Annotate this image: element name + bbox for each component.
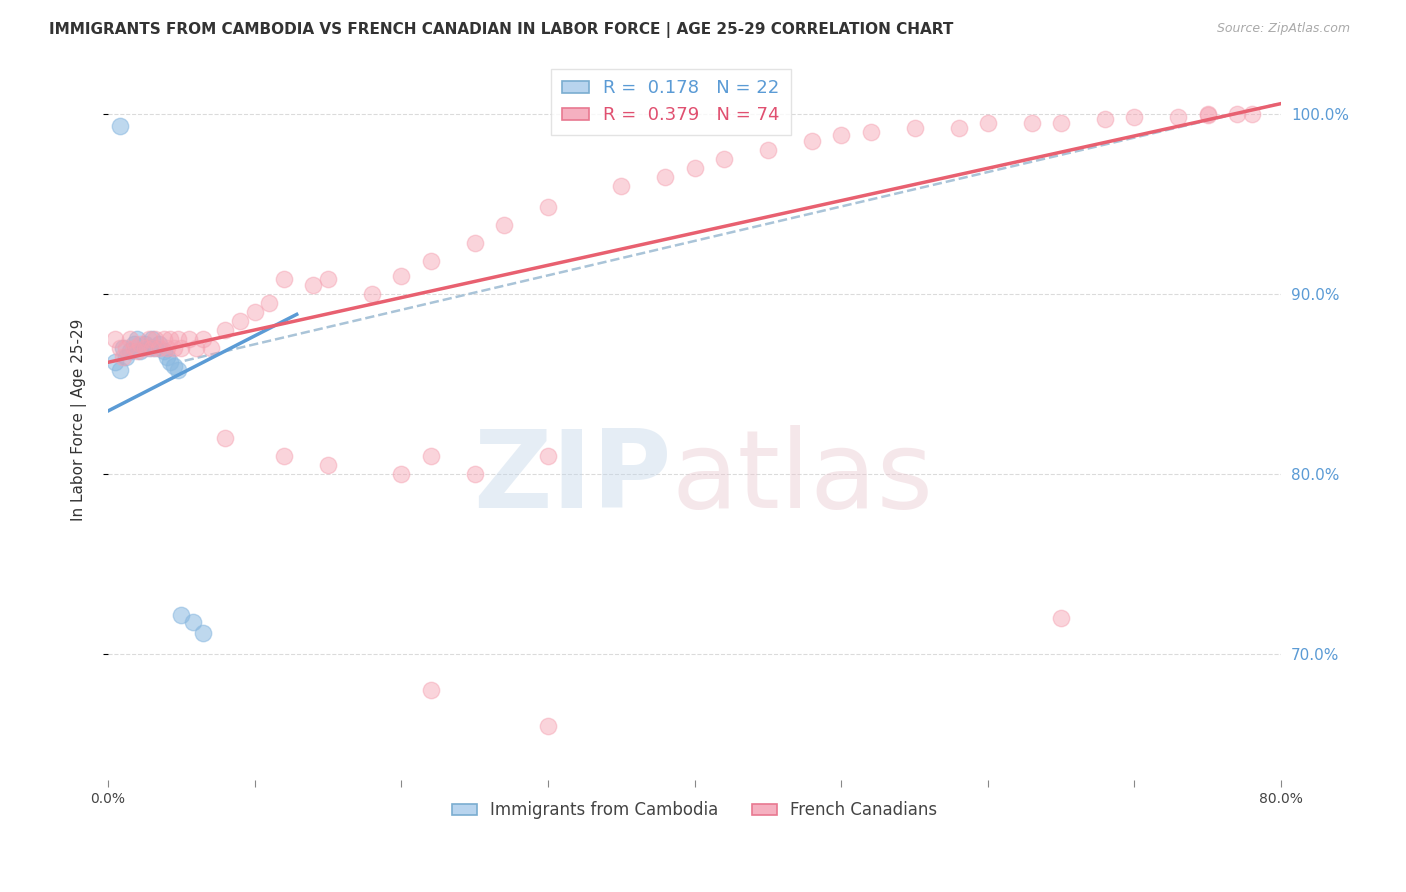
Point [124,337,146,351]
Point [134,341,156,355]
Point [1197,106,1219,120]
Point [170,341,193,355]
Point [111,350,134,364]
Point [464,467,486,481]
Text: IMMIGRANTS FROM CAMBODIA VS FRENCH CANADIAN IN LABOR FORCE | AGE 25-29 CORRELATI: IMMIGRANTS FROM CAMBODIA VS FRENCH CANAD… [49,22,953,38]
Point [243,305,266,319]
Point [537,200,560,214]
Point [108,362,131,376]
Point [683,161,706,175]
Point [156,341,179,355]
Point [1226,106,1249,120]
Point [129,337,152,351]
Point [148,341,170,355]
Point [129,344,152,359]
Legend: Immigrants from Cambodia, French Canadians: Immigrants from Cambodia, French Canadia… [446,795,943,826]
Point [977,116,1000,130]
Point [156,350,179,364]
Point [159,355,181,369]
Point [537,719,560,733]
Point [114,341,136,355]
Point [152,332,174,346]
Point [419,254,441,268]
Point [1021,116,1043,130]
Point [1123,110,1146,124]
Point [830,128,852,143]
Point [713,152,735,166]
Point [316,458,339,472]
Point [141,341,163,355]
Point [134,337,156,351]
Point [152,344,174,359]
Point [610,178,633,193]
Point [193,332,215,346]
Point [537,449,560,463]
Point [229,314,252,328]
Point [259,296,281,310]
Point [127,344,149,359]
Point [141,332,163,346]
Point [167,332,190,346]
Point [138,332,160,346]
Point [1197,108,1219,122]
Point [143,341,166,355]
Point [859,125,882,139]
Point [1240,106,1263,120]
Point [316,272,339,286]
Point [181,615,204,629]
Point [1050,116,1073,130]
Point [120,332,142,346]
Text: atlas: atlas [671,425,934,531]
Point [177,332,200,346]
Point [273,272,295,286]
Point [419,449,441,463]
Point [120,344,142,359]
Point [124,341,146,355]
Text: ZIP: ZIP [472,425,671,531]
Point [200,341,222,355]
Point [104,332,127,346]
Point [167,362,190,376]
Point [654,169,676,184]
Point [800,134,823,148]
Text: Source: ZipAtlas.com: Source: ZipAtlas.com [1216,22,1350,36]
Point [903,121,925,136]
Point [104,355,127,369]
Point [464,236,486,251]
Point [1050,611,1073,625]
Point [127,332,149,346]
Point [419,683,441,698]
Point [148,337,170,351]
Point [138,341,160,355]
Point [214,431,236,445]
Point [948,121,970,136]
Y-axis label: In Labor Force | Age 25-29: In Labor Force | Age 25-29 [72,318,87,521]
Point [389,268,412,283]
Point [163,359,186,373]
Point [302,277,325,292]
Point [1167,110,1189,124]
Point [159,332,181,346]
Point [214,323,236,337]
Point [756,143,779,157]
Point [193,625,215,640]
Point [143,332,166,346]
Point [184,341,207,355]
Point [108,120,131,134]
Point [108,341,131,355]
Point [492,219,515,233]
Point [163,341,186,355]
Point [389,467,412,481]
Point [114,350,136,364]
Point [170,607,193,622]
Point [1094,112,1116,126]
Point [361,286,384,301]
Point [273,449,295,463]
Point [111,341,134,355]
